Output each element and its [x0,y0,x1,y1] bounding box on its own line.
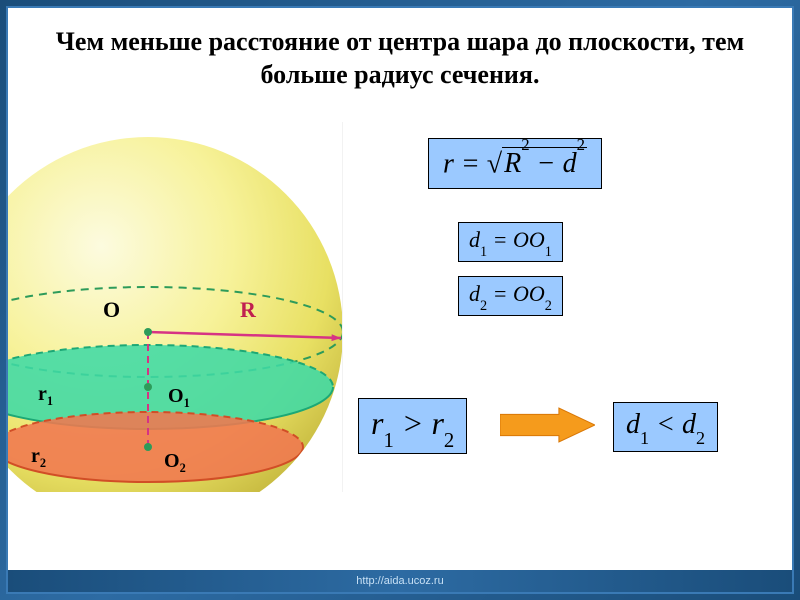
formula-r-equals: r = √R2 − d2 [428,138,602,189]
footer-text: http://aida.ucoz.ru [8,570,792,592]
formula-r-relation: r1 > r2 [358,398,467,454]
slide-body: Чем меньше расстояние от центра шара до … [6,6,794,594]
slide-frame: Чем меньше расстояние от центра шара до … [0,0,800,600]
sphere-diagram: ORO1O2r1r2 [8,122,343,492]
svg-text:O: O [103,297,120,322]
formula-d2: d2 = OO2 [458,276,563,316]
formula-d1: d1 = OO1 [458,222,563,262]
formula-d-relation: d1 < d2 [613,402,718,452]
slide-title: Чем меньше расстояние от центра шара до … [50,26,750,91]
implication-arrow-icon [500,406,595,444]
svg-text:R: R [240,297,257,322]
